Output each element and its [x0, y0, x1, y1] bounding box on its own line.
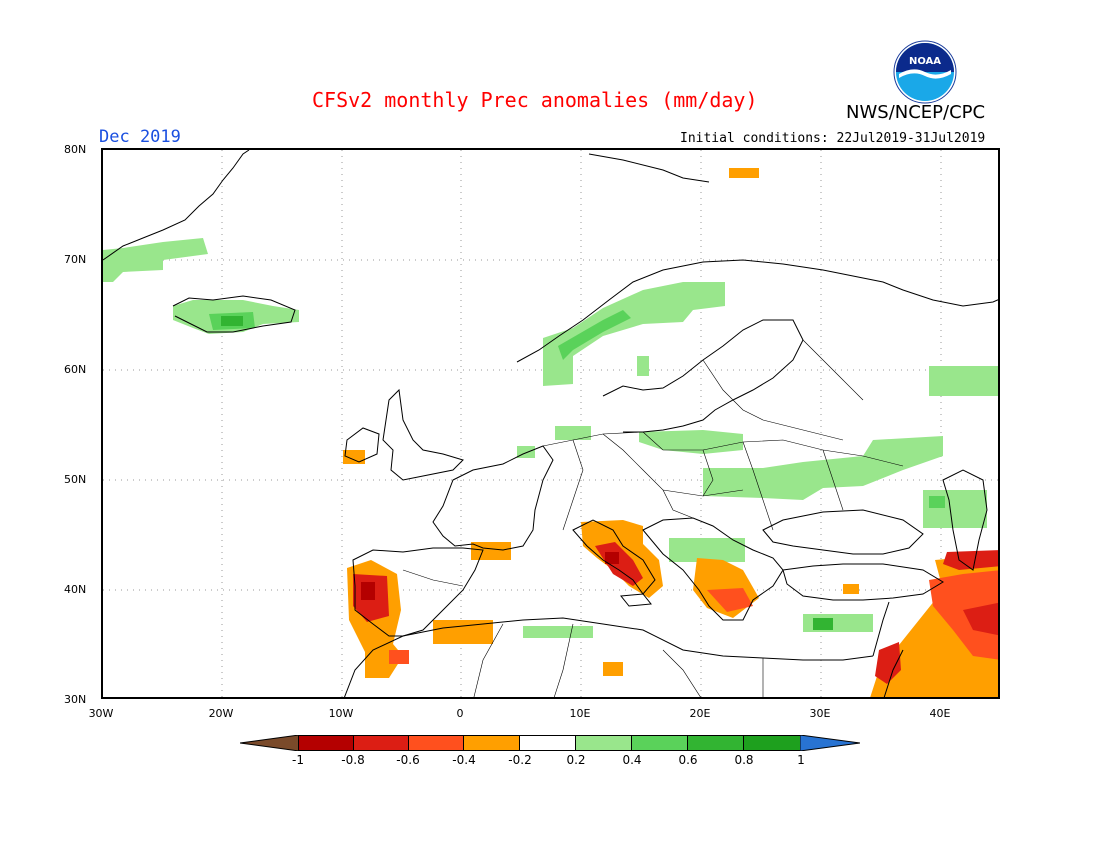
anomaly-ukraine-positive	[703, 436, 943, 500]
anomaly-alps-cell	[555, 426, 591, 440]
anomaly-russia-cell	[929, 366, 998, 396]
anomaly-poland-positive	[639, 430, 743, 454]
colorbar-label-neg-04: -0.4	[452, 753, 476, 767]
lat-label-50n: 50N	[64, 473, 87, 486]
logo-text: NOAA	[909, 56, 941, 67]
anomaly-morocco-core	[389, 650, 409, 664]
anomaly-svalbard-cell	[729, 168, 759, 178]
coastline-blacksea	[762, 509, 924, 555]
colorbar-box-neutral	[519, 735, 576, 751]
colorbar-label-pos-04: 0.4	[622, 753, 642, 767]
colorbar-box-neg-04	[463, 735, 520, 751]
anomaly-finland-cell	[637, 356, 649, 376]
lon-label-10w: 10W	[328, 707, 354, 720]
lon-label-30e: 30E	[809, 707, 831, 720]
colorbar-box-pos-04	[631, 735, 688, 751]
coastline-caspian	[942, 469, 988, 571]
colorbar-label-pos-02: 0.2	[566, 753, 586, 767]
colorbar-label-neg-08: -0.8	[341, 753, 365, 767]
anomaly-turkey-east-core	[929, 570, 998, 660]
forecast-month: Dec 2019	[99, 127, 181, 147]
map-canvas	[103, 150, 998, 697]
coastline-france	[432, 445, 554, 551]
coastlines	[103, 150, 998, 697]
coastline-svalbard	[588, 153, 710, 183]
colorbar-arrow-right	[800, 735, 860, 751]
chart-title: CFSv2 monthly Prec anomalies (mm/day)	[312, 88, 758, 112]
anomaly-norway-positive	[543, 282, 725, 386]
anomaly-greenland-positive	[103, 238, 208, 282]
coastline-balkans	[642, 517, 784, 621]
lat-label-40n: 40N	[64, 583, 87, 596]
lon-label-0: 0	[456, 707, 464, 720]
colorbar-box-pos-08	[743, 735, 801, 751]
anomaly-iceland-max	[221, 316, 243, 326]
colorbar-box-neg-06	[408, 735, 464, 751]
coastline-redsea	[883, 649, 904, 697]
anomaly-shading	[103, 168, 998, 697]
noaa-logo: NOAA	[893, 40, 957, 104]
colorbar-label-neg-06: -0.6	[396, 753, 420, 767]
colorbar-label-pos-1: 1	[797, 753, 805, 767]
lat-label-70n: 70N	[64, 253, 87, 266]
lon-label-10e: 10E	[569, 707, 591, 720]
coastline-britain	[382, 388, 464, 481]
anomaly-caspian-core	[929, 496, 945, 508]
colorbar-label-neg-02: -0.2	[508, 753, 532, 767]
map-panel	[101, 148, 1000, 699]
anomaly-italy-max	[605, 552, 619, 564]
lon-label-20w: 20W	[208, 707, 234, 720]
colorbar-box-pos-06	[687, 735, 744, 751]
lon-label-20e: 20E	[689, 707, 711, 720]
coastline-levant	[872, 601, 890, 657]
coastline-greenland	[103, 150, 250, 261]
anomaly-greece-core	[707, 588, 753, 612]
lon-label-40e: 40E	[929, 707, 951, 720]
colorbar-box-neg-1	[298, 735, 354, 751]
coastline-turkey	[782, 563, 944, 601]
anomaly-iran-max	[963, 602, 998, 636]
coastline-iceland	[172, 295, 296, 333]
colorbar-arrow-left	[240, 735, 299, 751]
lat-label-30n: 30N	[64, 693, 87, 706]
coastline-ireland	[344, 427, 380, 463]
initial-conditions: Initial conditions: 22Jul2019-31Jul2019	[680, 131, 986, 146]
anomaly-iberia-south-positive	[523, 626, 593, 638]
lat-label-60n: 60N	[64, 363, 87, 376]
anomaly-sicily-cell	[603, 662, 623, 676]
coastline-scandinavia	[516, 259, 998, 363]
coastline-baltic	[602, 319, 804, 433]
anomaly-turkey-east-max	[943, 550, 998, 570]
anomaly-levant-core	[875, 642, 901, 684]
anomaly-balkans-positive	[669, 538, 745, 562]
anomaly-ireland-negative	[343, 450, 365, 464]
anomaly-turkey-core	[813, 618, 833, 630]
colorbar-box-pos-02	[575, 735, 632, 751]
colorbar-box-neg-08	[353, 735, 409, 751]
colorbar-label-pos-06: 0.6	[678, 753, 698, 767]
coastline-italy	[572, 519, 656, 595]
lat-label-80n: 80N	[64, 143, 87, 156]
colorbar-label-neg-1: -1	[292, 753, 304, 767]
anomaly-cyprus-cell	[843, 584, 859, 594]
anomaly-iberia-max	[361, 582, 375, 600]
colorbar-label-pos-08: 0.8	[734, 753, 754, 767]
coastline-sicily	[620, 593, 652, 607]
lon-label-30w: 30W	[88, 707, 114, 720]
coastline-iberia	[352, 547, 484, 637]
anomaly-spain-ne	[471, 542, 511, 560]
agency-label: NWS/NCEP/CPC	[846, 102, 986, 123]
anomaly-caspian-positive	[923, 490, 987, 528]
anomaly-norway-core	[558, 310, 631, 360]
coastline-nafrica	[344, 617, 874, 697]
country-borders	[402, 339, 904, 697]
